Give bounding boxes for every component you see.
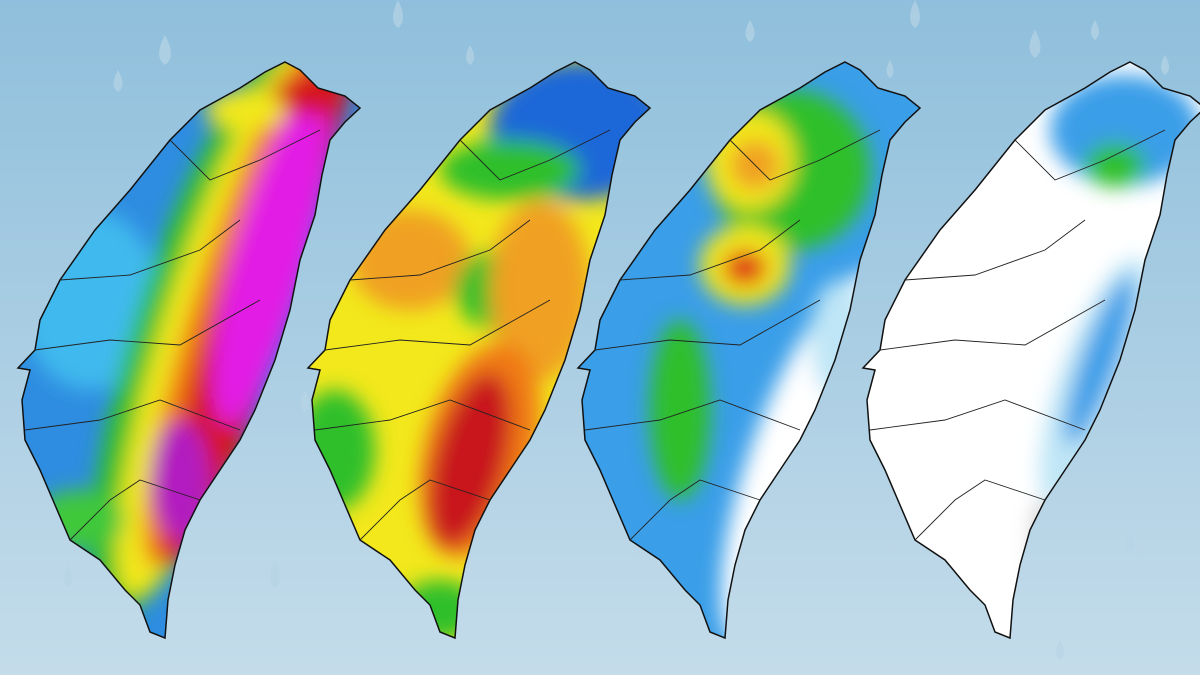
raindrops	[64, 0, 1169, 660]
